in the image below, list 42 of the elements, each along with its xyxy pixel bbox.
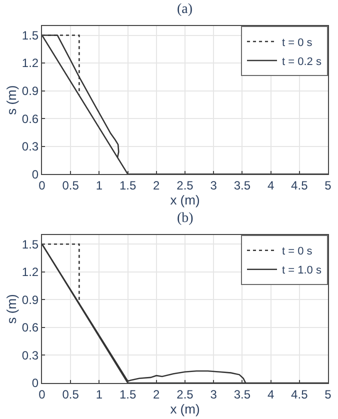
y-tick-label: 1.5: [22, 237, 39, 252]
x-tick-label: 3.5: [234, 387, 251, 402]
y-tick-label: 1.2: [22, 265, 39, 280]
x-tick-label: 2.5: [176, 178, 194, 193]
y-tick-label: 0.9: [22, 84, 39, 98]
legend-label: t = 0 s: [282, 246, 313, 258]
y-axis-title: s (m): [4, 294, 19, 324]
y-tick-label: 0.3: [22, 348, 39, 362]
y-tick-label: 1.2: [22, 56, 39, 70]
x-tick-label: 4: [267, 178, 274, 193]
x-tick-label: 1.5: [119, 387, 136, 402]
chart-title: (a): [177, 2, 193, 17]
x-tick-label: 2.5: [176, 387, 194, 402]
x-tick-label: 4: [267, 387, 274, 402]
x-tick-label: 1: [96, 178, 103, 193]
x-tick-label: 2: [153, 387, 160, 402]
x-tick-label: 3: [210, 178, 218, 193]
x-tick-label: 4.5: [291, 178, 308, 193]
y-tick-label: 0.6: [22, 112, 39, 126]
y-tick-label: 0.6: [22, 320, 39, 335]
x-tick-label: 1: [96, 387, 103, 402]
y-tick-label: 0: [32, 167, 39, 182]
y-tick-label: 0.3: [22, 140, 39, 154]
x-tick-label: 4.5: [291, 387, 308, 402]
x-tick-label: 2: [153, 178, 160, 193]
x-tick-label: 3.5: [234, 178, 251, 193]
chart-title: (b): [177, 211, 194, 226]
legend-label: t = 1.0 s: [282, 264, 322, 277]
legend-label: t = 0 s: [282, 36, 313, 49]
x-axis-title: x (m): [170, 192, 200, 208]
x-tick-label: 0.5: [62, 178, 80, 193]
y-axis-title: s (m): [4, 85, 19, 115]
legend-label: t = 0.2 s: [282, 56, 322, 68]
x-tick-label: 5: [324, 178, 332, 193]
x-tick-label: 0.5: [62, 387, 80, 402]
y-tick-label: 0.9: [22, 292, 39, 307]
y-tick-label: 1.5: [22, 28, 39, 42]
y-tick-label: 0: [32, 376, 39, 390]
x-tick-label: 1.5: [119, 178, 136, 193]
x-tick-label: 5: [324, 387, 332, 402]
x-tick-label: 3: [210, 387, 218, 402]
x-axis-title: x (m): [170, 401, 200, 416]
